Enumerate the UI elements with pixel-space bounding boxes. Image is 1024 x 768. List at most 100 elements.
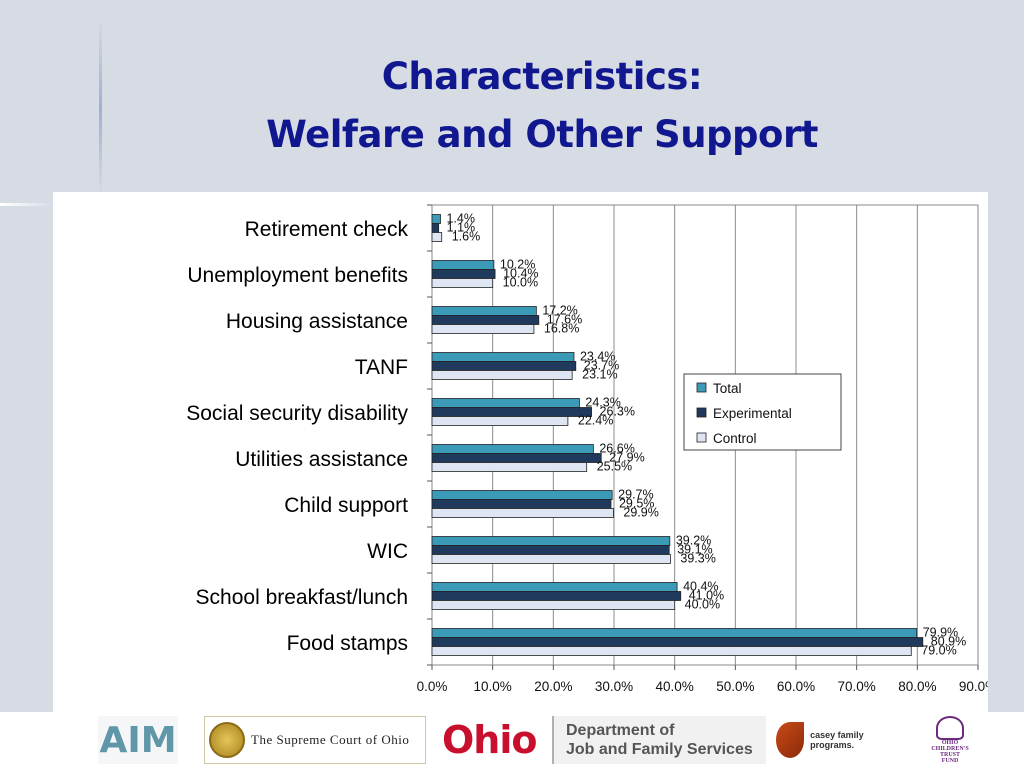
footer-logos: AIM The Supreme Court of Ohio Ohio Depar… — [0, 712, 1024, 768]
x-tick-label: 50.0% — [716, 679, 754, 694]
x-tick-label: 90.0% — [959, 679, 988, 694]
x-tick-label: 20.0% — [534, 679, 572, 694]
x-tick-label: 30.0% — [595, 679, 633, 694]
bar-experimental — [431, 591, 682, 601]
bar-experimental — [431, 637, 924, 647]
court-seal-icon — [209, 722, 245, 758]
ohio-logo: Ohio — [442, 716, 552, 764]
bar-control — [431, 370, 573, 380]
x-tick-label: 10.0% — [474, 679, 512, 694]
category-label: Housing assistance — [226, 310, 408, 333]
bar-experimental — [431, 407, 592, 417]
legend-label: Total — [713, 381, 742, 396]
bar-control — [431, 324, 535, 334]
bar-control — [431, 416, 569, 426]
casey-logo: casey family programs. — [776, 716, 904, 764]
data-label: 1.6% — [452, 230, 481, 244]
data-label: 10.4% — [503, 267, 538, 281]
category-label: Unemployment benefits — [187, 264, 408, 287]
data-label: 10.0% — [503, 276, 538, 290]
legend-swatch-total — [696, 382, 707, 393]
casey-leaf-icon — [776, 722, 805, 758]
category-label: TANF — [355, 356, 408, 379]
bar-experimental — [431, 269, 496, 279]
children-trust-figure-icon — [936, 716, 964, 740]
data-label: 79.0% — [921, 644, 956, 658]
bar-total — [431, 536, 671, 546]
legend-swatch-control — [696, 432, 707, 443]
data-label: 24.3% — [585, 396, 620, 410]
childrens-trust-logo-text: OHIO CHILDREN'S TRUST FUND — [931, 740, 969, 764]
data-label: 23.1% — [582, 368, 617, 382]
category-label: Social security disability — [186, 402, 408, 425]
ohio-logo-text: Ohio — [442, 718, 537, 762]
bar-control — [431, 462, 588, 472]
jfs-logo-text: Department of Job and Family Services — [566, 722, 753, 758]
x-tick-label: 70.0% — [838, 679, 876, 694]
decorative-vertical-line — [99, 20, 102, 195]
bar-experimental — [431, 223, 440, 233]
bar-chart: 0.0% 10.0% 20.0% 30.0% 40.0% 50.0% 60.0% 70.0% 8… — [186, 204, 988, 694]
category-label: School breakfast/lunch — [196, 586, 408, 609]
data-label: 17.2% — [542, 304, 577, 318]
aim-logo-text: AIM — [99, 719, 177, 761]
data-label: 16.8% — [544, 322, 579, 336]
x-tick-label: 60.0% — [777, 679, 815, 694]
bar-total — [431, 628, 918, 638]
category-label: Child support — [284, 494, 408, 517]
casey-logo-text: casey family programs. — [810, 730, 864, 750]
bar-experimental — [431, 361, 577, 371]
bar-total — [431, 352, 575, 362]
data-label: 23.4% — [580, 350, 615, 364]
aim-logo: AIM — [98, 716, 178, 764]
chart-panel: 0.0% 10.0% 20.0% 30.0% 40.0% 50.0% 60.0% 70.0% 8… — [53, 192, 988, 712]
title-area: Characteristics: Welfare and Other Suppo… — [0, 0, 1024, 206]
x-tick-label: 80.0% — [898, 679, 936, 694]
bar-control — [431, 278, 494, 288]
legend-box — [683, 373, 842, 451]
data-label: 26.3% — [600, 405, 635, 419]
bar-control — [431, 508, 614, 518]
bar-total — [431, 306, 537, 316]
category-label: Retirement check — [245, 218, 409, 241]
legend-label: Control — [713, 431, 757, 446]
data-label: 79.9% — [923, 626, 958, 640]
bar-control — [431, 646, 912, 656]
data-label: 25.5% — [597, 460, 632, 474]
jfs-logo: Department of Job and Family Services — [552, 716, 766, 764]
legend-swatch-experimental — [696, 407, 707, 418]
category-label: Utilities assistance — [235, 448, 408, 471]
data-label: 17.6% — [547, 313, 582, 327]
data-label: 39.1% — [677, 543, 712, 557]
slide-title-line1: Characteristics: — [381, 55, 703, 98]
bar-total — [431, 582, 678, 592]
bar-total — [431, 260, 495, 270]
data-label: 80.9% — [931, 635, 966, 649]
data-label: 39.3% — [680, 552, 715, 566]
supreme-court-logo-text: The Supreme Court of Ohio — [251, 732, 410, 747]
category-label: WIC — [367, 540, 408, 563]
data-label: 29.9% — [623, 506, 658, 520]
bar-control — [431, 554, 671, 564]
data-label: 29.7% — [618, 488, 653, 502]
bar-experimental — [431, 315, 540, 325]
supreme-court-logo: The Supreme Court of Ohio — [204, 716, 426, 764]
x-tick-label: 0.0% — [417, 679, 448, 694]
legend-label: Experimental — [713, 406, 792, 421]
data-label: 23.7% — [584, 359, 619, 373]
data-label: 10.2% — [500, 258, 535, 272]
bar-total — [431, 398, 580, 408]
data-label: 40.0% — [685, 598, 720, 612]
bar-experimental — [431, 453, 602, 463]
data-label: 1.4% — [446, 212, 475, 226]
bar-total — [431, 444, 594, 454]
x-tick-label: 40.0% — [656, 679, 694, 694]
bar-experimental — [431, 545, 670, 555]
data-label: 29.5% — [619, 497, 654, 511]
bar-control — [431, 600, 676, 610]
childrens-trust-logo: OHIO CHILDREN'S TRUST FUND — [918, 716, 982, 764]
bar-total — [431, 490, 613, 500]
bar-total — [431, 214, 441, 224]
bar-control — [431, 232, 443, 242]
data-label: 40.4% — [683, 580, 718, 594]
